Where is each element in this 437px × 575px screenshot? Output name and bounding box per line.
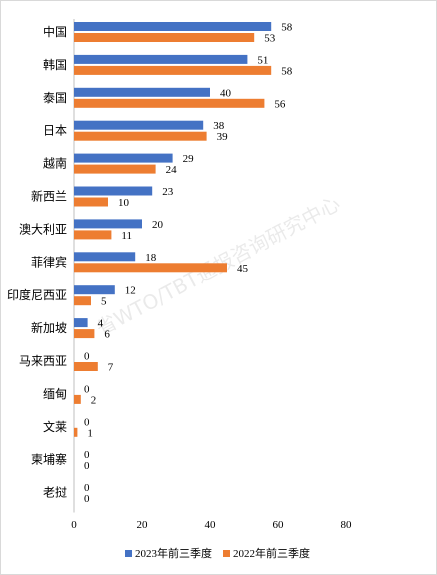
data-label: 20	[152, 219, 164, 231]
bar-series-2022	[74, 394, 81, 404]
data-label: 0	[84, 351, 90, 363]
category-label: 泰国	[43, 91, 67, 105]
bar-series-2022	[74, 296, 91, 306]
legend-label: 2022年前三季度	[233, 546, 310, 560]
bar-series-2022	[74, 98, 265, 108]
data-label: 11	[121, 230, 132, 242]
category-label: 越南	[43, 156, 67, 171]
bar-series-2022	[74, 427, 78, 437]
data-label: 10	[118, 197, 130, 209]
data-label: 4	[98, 318, 104, 330]
category-label: 印度尼西亚	[7, 287, 67, 302]
bar-series-2022	[74, 362, 98, 371]
x-tick-label: 20	[137, 519, 149, 531]
bars	[74, 22, 272, 437]
legend: 2023年前三季度 2022年前三季度	[125, 546, 310, 560]
data-label: 0	[84, 416, 90, 428]
legend-swatch	[223, 550, 230, 557]
bar-series-2023	[74, 252, 136, 262]
x-tick-label: 40	[205, 519, 217, 531]
x-tick-label: 80	[341, 519, 353, 531]
data-label: 0	[84, 482, 90, 494]
data-label: 58	[281, 65, 293, 77]
data-label: 0	[84, 383, 90, 395]
data-label: 56	[274, 98, 286, 110]
bar-series-2023	[74, 186, 153, 196]
data-label: 0	[84, 449, 90, 461]
data-label: 12	[125, 285, 136, 297]
category-label: 新西兰	[31, 189, 67, 204]
category-label: 中国	[43, 24, 67, 39]
bar-series-2023	[74, 54, 248, 64]
data-label: 39	[217, 131, 229, 143]
bar-series-2023	[74, 22, 272, 31]
data-label: 51	[257, 54, 268, 66]
bar-series-2022	[74, 197, 108, 207]
category-label: 老挝	[43, 486, 67, 500]
bar-series-2022	[74, 33, 255, 42]
bar-series-2022	[74, 230, 112, 240]
category-label: 澳大利亚	[19, 222, 67, 236]
legend-swatch	[125, 550, 132, 557]
data-label: 58	[281, 22, 293, 34]
category-label: 韩国	[43, 57, 67, 72]
data-label: 6	[104, 329, 110, 341]
data-label: 24	[166, 164, 178, 176]
bar-series-2023	[74, 219, 142, 229]
data-label: 45	[237, 263, 249, 275]
data-label: 29	[183, 153, 195, 165]
category-label: 马来西亚	[19, 354, 67, 368]
category-label: 菲律宾	[31, 254, 67, 269]
data-label: 1	[87, 427, 93, 439]
bar-series-2023	[74, 318, 88, 328]
data-label: 53	[264, 33, 276, 45]
bar-series-2023	[74, 87, 210, 97]
bar-series-2022	[74, 131, 207, 141]
data-label: 7	[108, 362, 114, 374]
x-tick-label: 60	[273, 519, 285, 531]
bar-series-2023	[74, 153, 173, 163]
data-label: 2	[91, 394, 97, 406]
bar-series-2022	[74, 164, 156, 174]
data-label: 38	[213, 120, 225, 132]
legend-label: 2023年前三季度	[135, 546, 212, 560]
data-label: 5	[101, 296, 107, 308]
category-label: 新加坡	[31, 320, 67, 335]
data-label: 23	[162, 186, 174, 198]
bar-series-2022	[74, 65, 272, 75]
bar-series-2022	[74, 263, 227, 273]
x-tick-label: 0	[71, 519, 77, 531]
category-label: 缅甸	[43, 387, 67, 401]
data-label: 40	[220, 87, 232, 99]
bar-series-2023	[74, 120, 204, 130]
category-label: 文莱	[43, 419, 67, 434]
category-label: 日本	[43, 124, 67, 138]
category-label: 柬埔寨	[31, 452, 67, 467]
bar-series-2023	[74, 285, 115, 295]
data-label: 0	[84, 460, 90, 472]
data-label: 18	[145, 252, 157, 264]
bar-series-2022	[74, 329, 95, 339]
data-label: 0	[84, 493, 90, 505]
